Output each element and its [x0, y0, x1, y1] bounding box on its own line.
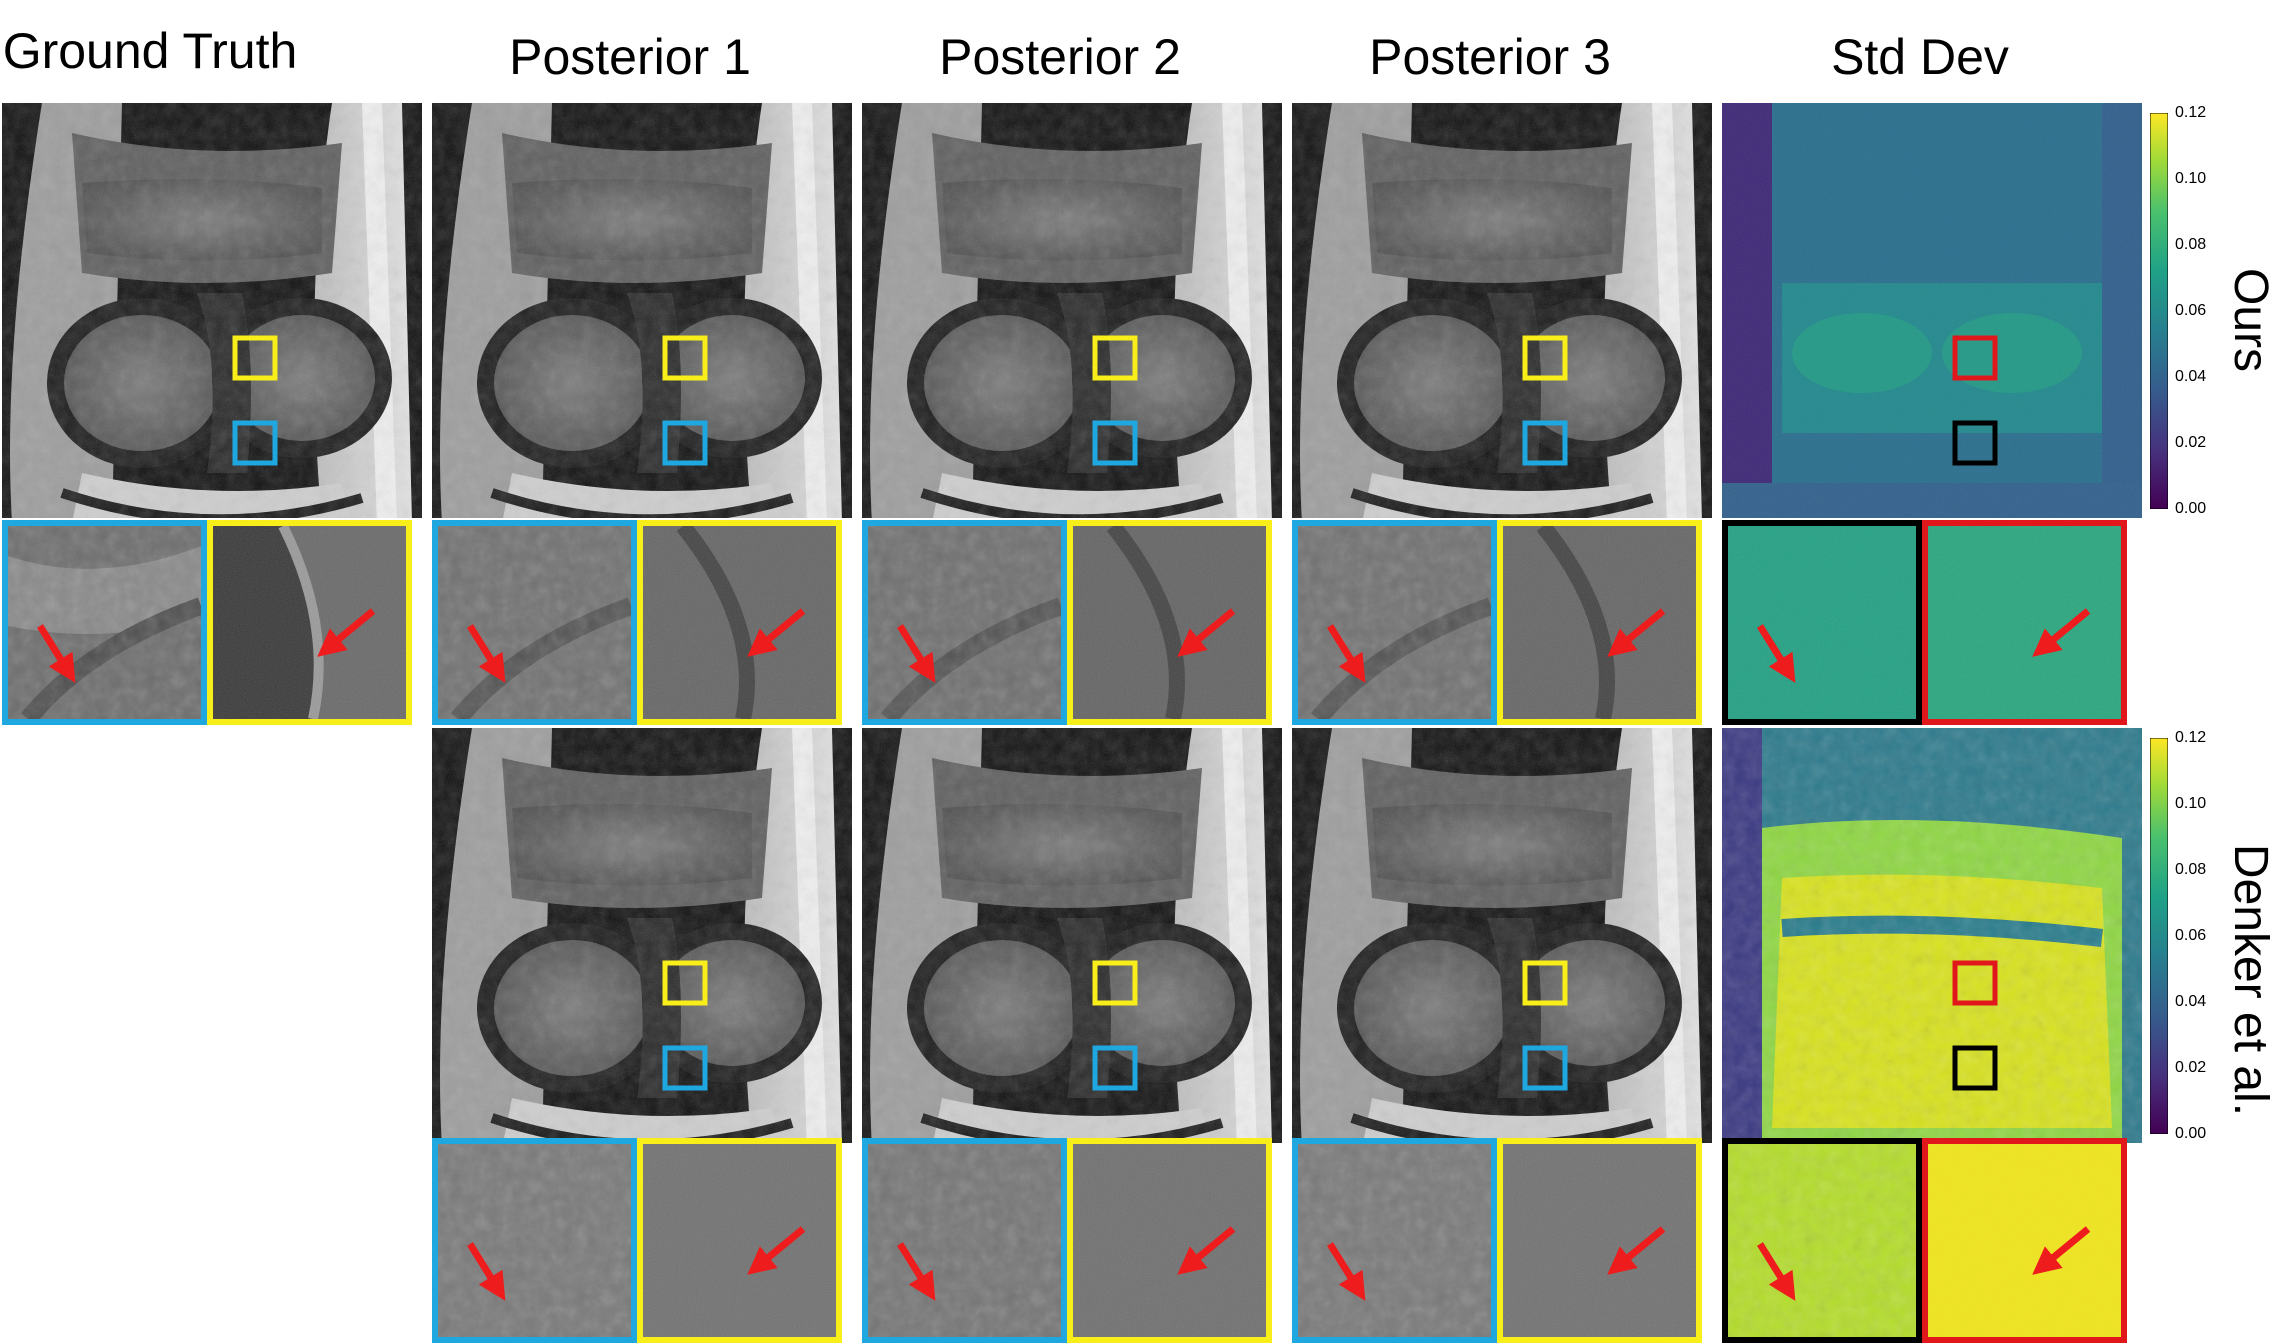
zoom-inset-yellow	[637, 520, 842, 725]
colorbar-ours	[2149, 112, 2169, 510]
zoom-inset-red	[1922, 1138, 2127, 1343]
zoom-inset-yellow	[1067, 520, 1272, 725]
zoom-inset-blue	[1292, 1138, 1497, 1343]
colorbar-denker	[2149, 737, 2169, 1135]
zoom-inset-blue	[432, 520, 637, 725]
mri-ours-posterior-3	[1292, 103, 1712, 518]
mri-ground-truth	[2, 103, 422, 518]
zoom-inset-black	[1722, 1138, 1922, 1343]
tick-label: 0.10	[2175, 170, 2207, 187]
mri-denker-posterior-1	[432, 728, 852, 1143]
tick-label: 0.08	[2175, 861, 2207, 878]
mri-denker-posterior-3	[1292, 728, 1712, 1143]
tick-label: 0.04	[2175, 368, 2207, 385]
zoom-inset-red	[1922, 520, 2127, 725]
tick-label: 0.06	[2175, 302, 2207, 319]
zoom-inset-yellow	[207, 520, 412, 725]
zoom-inset-blue	[862, 520, 1067, 725]
zoom-inset-black	[1722, 520, 1922, 725]
col-title-posterior-2: Posterior 2	[939, 29, 1181, 85]
tick-label: 0.06	[2175, 927, 2207, 944]
zoom-inset-yellow	[1067, 1138, 1272, 1343]
zoom-inset-blue	[2, 520, 207, 725]
col-title-posterior-3: Posterior 3	[1369, 29, 1611, 85]
zoom-inset-yellow	[637, 1138, 842, 1343]
mri-ours-posterior-2	[862, 103, 1282, 518]
tick-label: 0.04	[2175, 993, 2207, 1010]
col-title-std-dev: Std Dev	[1831, 29, 2009, 85]
inset-box-blue	[232, 420, 278, 466]
mri-ours-posterior-1	[432, 103, 852, 518]
col-title-ground-truth: Ground Truth	[2, 23, 298, 79]
stddev-map-denker	[1722, 728, 2142, 1143]
inset-box-yellow	[232, 335, 278, 381]
stddev-map-ours	[1722, 103, 2142, 518]
zoom-inset-yellow	[1497, 520, 1702, 725]
tick-label: 0.12	[2175, 729, 2207, 746]
tick-label: 0.02	[2175, 434, 2207, 451]
tick-label: 0.00	[2175, 1125, 2207, 1142]
zoom-inset-yellow	[1497, 1138, 1702, 1343]
tick-label: 0.10	[2175, 795, 2207, 812]
zoom-inset-blue	[432, 1138, 637, 1343]
tick-label: 0.12	[2175, 104, 2207, 121]
zoom-inset-blue	[1292, 520, 1497, 725]
tick-label: 0.08	[2175, 236, 2207, 253]
row-label-ours: Ours	[2224, 267, 2277, 372]
row-label-denker: Denker et al.	[2224, 843, 2277, 1117]
col-title-posterior-1: Posterior 1	[509, 29, 751, 85]
tick-label: 0.00	[2175, 500, 2207, 517]
zoom-inset-blue	[862, 1138, 1067, 1343]
mri-denker-posterior-2	[862, 728, 1282, 1143]
tick-label: 0.02	[2175, 1059, 2207, 1076]
